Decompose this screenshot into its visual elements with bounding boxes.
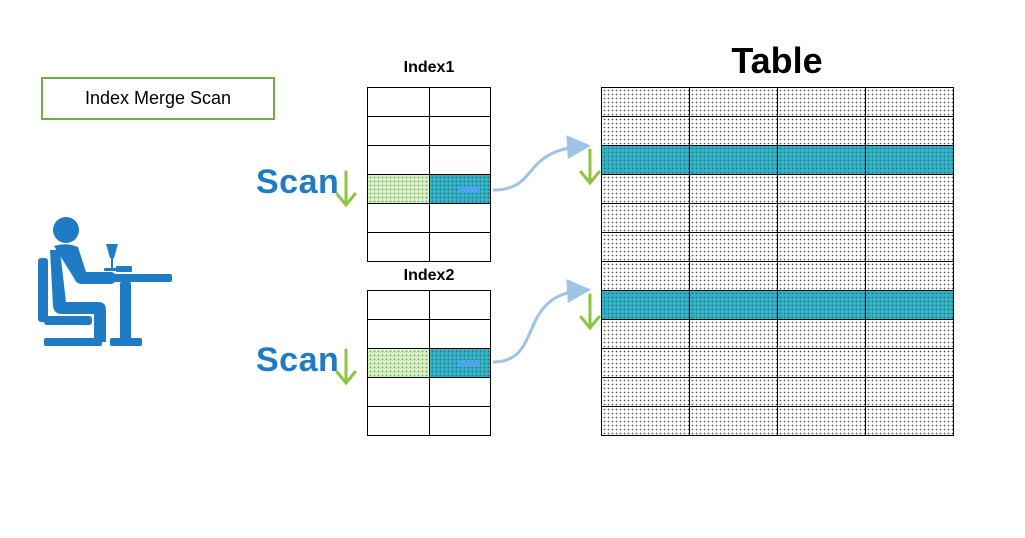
index2-grid bbox=[367, 290, 491, 436]
table-highlight-cell bbox=[601, 290, 690, 320]
table-cell bbox=[865, 174, 954, 204]
table-cell bbox=[865, 406, 954, 436]
table-cell bbox=[689, 232, 778, 262]
index1-cell bbox=[367, 87, 430, 117]
scan-label-1: Scan bbox=[256, 163, 340, 201]
index2-label: Index2 bbox=[403, 267, 455, 284]
index1-rowid-cell bbox=[429, 174, 491, 204]
table-cell bbox=[865, 116, 954, 146]
index2-rowid-cell bbox=[429, 348, 491, 378]
index2-cell bbox=[367, 406, 430, 436]
index2-key-cell bbox=[367, 348, 430, 378]
table-cell bbox=[689, 261, 778, 291]
scan-arrow-icon bbox=[579, 293, 601, 331]
index1-grid bbox=[367, 87, 491, 262]
table-cell bbox=[601, 377, 690, 407]
table-cell bbox=[601, 406, 690, 436]
index1-cell bbox=[429, 87, 491, 117]
index1-key-cell bbox=[367, 174, 430, 204]
table-cell bbox=[601, 87, 690, 117]
index2-cell bbox=[367, 290, 430, 320]
scan-label-2: Scan bbox=[256, 341, 340, 379]
pointer-curve-icon bbox=[492, 135, 591, 192]
pointer-curve-icon bbox=[492, 279, 591, 364]
index1-cell bbox=[429, 203, 491, 233]
scan-arrow-icon bbox=[335, 170, 357, 208]
table-cell bbox=[777, 116, 866, 146]
table-cell bbox=[777, 406, 866, 436]
table-cell bbox=[865, 87, 954, 117]
title-label: Index Merge Scan bbox=[84, 88, 232, 108]
table-cell bbox=[601, 348, 690, 378]
index1-cell bbox=[429, 232, 491, 262]
table-cell bbox=[689, 87, 778, 117]
table-cell bbox=[777, 319, 866, 349]
index2-cell bbox=[367, 319, 430, 349]
table-cell bbox=[777, 232, 866, 262]
table-cell bbox=[865, 319, 954, 349]
table-cell bbox=[689, 116, 778, 146]
table-highlight-cell bbox=[865, 290, 954, 320]
table-highlight-cell bbox=[601, 145, 690, 175]
table-cell bbox=[777, 377, 866, 407]
index1-cell bbox=[367, 232, 430, 262]
table-cell bbox=[865, 203, 954, 233]
title-box: Index Merge Scan bbox=[41, 77, 275, 120]
table-title: Table bbox=[731, 40, 823, 81]
table-cell bbox=[601, 174, 690, 204]
table-cell bbox=[777, 174, 866, 204]
table-cell bbox=[689, 319, 778, 349]
table-cell bbox=[865, 377, 954, 407]
table-highlight-cell bbox=[689, 290, 778, 320]
table-highlight-cell bbox=[777, 145, 866, 175]
table-grid bbox=[601, 87, 954, 436]
index2-cell bbox=[429, 406, 491, 436]
table-cell bbox=[865, 261, 954, 291]
scan-arrow-icon bbox=[579, 148, 601, 186]
index1-label: Index1 bbox=[403, 59, 455, 76]
table-cell bbox=[865, 348, 954, 378]
table-cell bbox=[601, 261, 690, 291]
table-highlight-cell bbox=[865, 145, 954, 175]
table-cell bbox=[689, 377, 778, 407]
scan-arrow-icon bbox=[335, 348, 357, 386]
table-cell bbox=[865, 232, 954, 262]
table-cell bbox=[777, 203, 866, 233]
table-cell bbox=[689, 174, 778, 204]
table-cell bbox=[601, 319, 690, 349]
table-cell bbox=[689, 406, 778, 436]
table-cell bbox=[777, 348, 866, 378]
table-cell bbox=[601, 203, 690, 233]
table-cell bbox=[689, 348, 778, 378]
table-highlight-cell bbox=[777, 290, 866, 320]
index1-cell bbox=[429, 116, 491, 146]
index2-cell bbox=[429, 290, 491, 320]
person-at-desk-icon bbox=[38, 217, 172, 346]
table-cell bbox=[689, 203, 778, 233]
table-cell bbox=[601, 232, 690, 262]
table-cell bbox=[777, 87, 866, 117]
table-cell bbox=[777, 261, 866, 291]
table-cell bbox=[601, 116, 690, 146]
